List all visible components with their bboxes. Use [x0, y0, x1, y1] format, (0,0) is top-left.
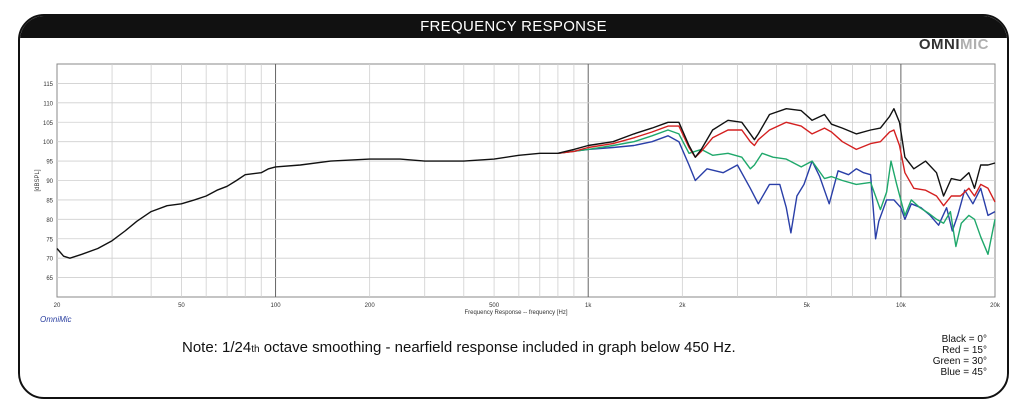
legend-entry-blue: Blue = 45° [940, 367, 987, 378]
x-tick-label: 1k [585, 303, 592, 309]
x-tick-label: 2k [679, 303, 686, 309]
x-tick-label: 500 [489, 303, 500, 309]
series-line-green [557, 129, 996, 255]
y-tick-label: 70 [46, 257, 53, 263]
series-line-black [56, 108, 996, 259]
frequency-response-chart: 65 70 75 80 85 90 95 100 105 110 115 20 50 100 200 500 1… [35, 63, 1001, 316]
y-tick-label: 115 [43, 82, 53, 88]
x-tick-label: 10k [896, 303, 907, 309]
x-tick-label: 50 [178, 303, 185, 309]
x-tick-label: 20 [54, 303, 61, 309]
legend-entry-red: Red = 15° [942, 345, 987, 356]
y-axis-label: [dBSPL] [35, 169, 41, 191]
x-tick-label: 5k [804, 303, 811, 309]
y-tick-label: 95 [46, 160, 53, 166]
x-tick-label: 200 [365, 303, 376, 309]
y-tick-label: 110 [43, 101, 53, 107]
y-tick-label: 65 [46, 276, 53, 282]
legend-entry-black: Black = 0° [941, 334, 987, 345]
note-prefix: Note: 1/24 [182, 339, 252, 356]
panel-title: FREQUENCY RESPONSE [20, 16, 1007, 38]
series-line-red [557, 121, 996, 207]
logo-omni: OMNI [918, 36, 960, 53]
x-tick-label: 20k [990, 303, 1001, 309]
angle-legend: Black = 0° Red = 15° Green = 30° Blue = … [933, 334, 987, 378]
y-tick-label: 105 [43, 121, 54, 127]
y-tick-label: 100 [43, 140, 54, 146]
omnimic-logo: OMNIMIC [919, 36, 989, 53]
logo-mic: MIC [960, 36, 989, 53]
x-tick-label: 100 [271, 303, 282, 309]
note-subscript: th [251, 344, 260, 355]
y-tick-label: 85 [46, 198, 53, 204]
series-line-blue [557, 135, 996, 240]
y-tick-label: 75 [46, 237, 53, 243]
frequency-response-panel: FREQUENCY RESPONSE OMNIMIC 65 70 75 80 85 90 9… [18, 14, 1009, 399]
y-tick-label: 90 [46, 179, 53, 185]
x-axis-label: Frequency Response -- frequency [Hz] [464, 310, 567, 316]
smoothing-note: Note: 1/24th octave smoothing - nearfiel… [182, 339, 736, 356]
legend-entry-green: Green = 30° [932, 356, 987, 367]
y-tick-label: 80 [46, 218, 53, 224]
software-label: OmniMic [40, 315, 72, 324]
note-suffix: octave smoothing - nearfield response in… [259, 339, 736, 356]
